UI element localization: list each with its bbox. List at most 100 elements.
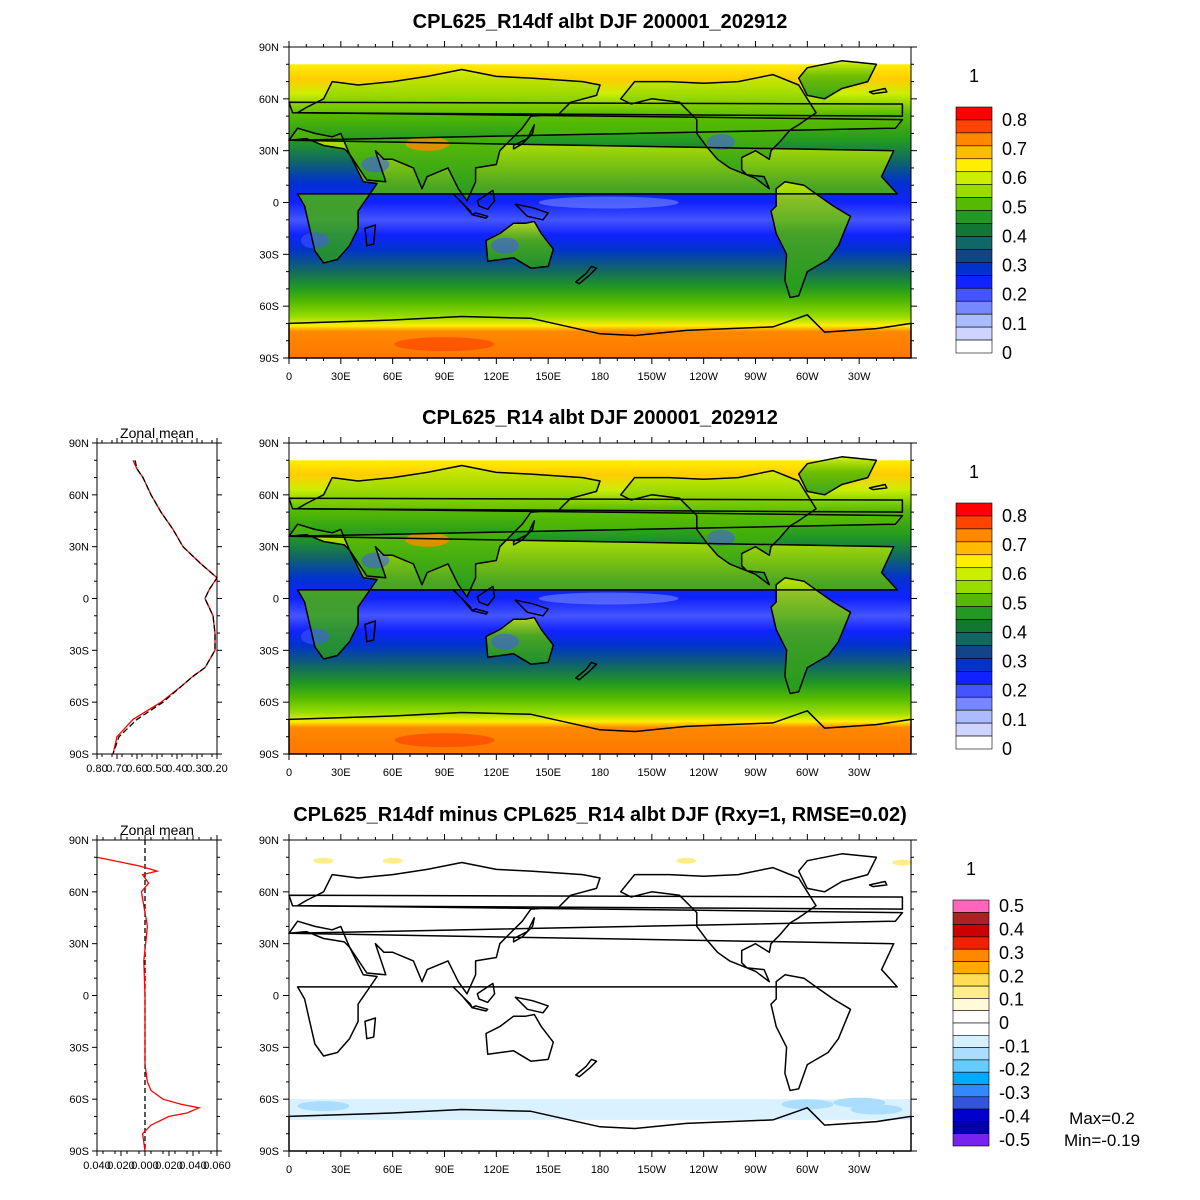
lat-tick-label: 30N <box>259 939 279 951</box>
lon-tick-label: 30W <box>848 371 871 383</box>
lon-tick-label: 150W <box>637 767 666 779</box>
colorbar-label: 0.1 <box>1002 710 1027 730</box>
desert-low-albedo <box>361 156 390 173</box>
colorbar-label: 0.5 <box>1002 197 1027 217</box>
southern-ocean-negative-band <box>289 1099 911 1120</box>
positive-patch <box>676 857 697 864</box>
colorbar-label: -0.3 <box>999 1083 1030 1103</box>
lon-tick-label: 60W <box>796 1164 819 1176</box>
chart-title-1: CPL625_R14df albt DJF 200001_202912 <box>413 11 788 33</box>
lon-tick-label: 120E <box>483 767 509 779</box>
colorbar-box <box>952 1121 990 1135</box>
zonal-x-label: 0.70 <box>106 763 127 775</box>
zonal-y-label: 90N <box>69 438 89 450</box>
lon-tick-label: 0 <box>286 371 292 383</box>
lon-tick-label: 30W <box>848 1164 871 1176</box>
coastline <box>364 1017 377 1040</box>
colorbar-box <box>955 683 993 698</box>
coastline <box>512 917 536 943</box>
colorbar-box <box>955 275 993 289</box>
lon-tick-label: 150W <box>637 371 666 383</box>
desert-low-albedo <box>490 237 519 254</box>
coastline <box>485 616 555 665</box>
colorbar-box <box>952 1047 990 1061</box>
positive-patch <box>382 857 403 864</box>
colorbar-box <box>955 541 993 556</box>
coastline <box>476 189 496 211</box>
zonal-x-label: 0.40 <box>166 763 187 775</box>
colorbar-box <box>955 671 993 685</box>
coastline <box>512 520 536 546</box>
coastline <box>364 224 377 247</box>
lat-tick-label: 60N <box>259 94 279 106</box>
zonal-mean-title: Zonal mean <box>120 822 194 838</box>
colorbar-box <box>952 1108 990 1122</box>
colorbar-box <box>955 528 993 543</box>
colorbar-box <box>955 709 993 724</box>
colorbar-box <box>955 606 993 620</box>
lon-tick-label: 30W <box>848 767 871 779</box>
coastline <box>485 220 555 269</box>
zonal-frame <box>96 442 218 755</box>
coastline <box>288 464 904 598</box>
zonal-y-label: 60N <box>69 887 89 899</box>
zonal-x-label: 0.040 <box>83 1160 111 1172</box>
colorbar-box <box>955 236 993 250</box>
colorbar-box <box>955 262 993 276</box>
map-frame <box>288 442 912 755</box>
lat-tick-label: 30S <box>259 1042 279 1054</box>
colorbar-box <box>952 948 990 962</box>
map-frame <box>288 839 912 1152</box>
colorbar-box <box>952 924 990 938</box>
colorbar-label: 0 <box>1002 343 1012 363</box>
colorbar-box <box>955 249 993 263</box>
lon-tick-label: 60W <box>796 767 819 779</box>
zonal-y-label: 60S <box>69 697 89 709</box>
colorbar-box <box>955 145 993 160</box>
coastline <box>512 124 536 150</box>
lon-tick-label: 180 <box>591 767 609 779</box>
lon-tick-label: 150E <box>535 767 561 779</box>
land-albedo <box>771 181 851 298</box>
lat-tick-label: 0 <box>273 594 279 606</box>
lat-tick-label: 30N <box>259 146 279 158</box>
lon-tick-label: 120W <box>689 371 718 383</box>
lon-tick-label: 60E <box>383 371 403 383</box>
zonal-x-label: 0.80 <box>86 763 107 775</box>
lat-tick-label: 60S <box>259 697 279 709</box>
coastline <box>770 577 852 695</box>
colorbar-label: 0 <box>1002 739 1012 759</box>
lon-tick-label: 180 <box>591 371 609 383</box>
lon-tick-label: 60W <box>796 371 819 383</box>
land-albedo <box>798 456 877 495</box>
colorbar-box <box>955 119 993 134</box>
coastline <box>797 853 878 893</box>
zonal-y-label: 60S <box>69 1094 89 1106</box>
lat-tick-label: 30S <box>259 645 279 657</box>
albedo-field-2 <box>289 456 911 754</box>
coastline <box>476 982 496 1004</box>
zonal-mean-series-1 <box>96 856 202 1152</box>
colorbar-box <box>952 1096 990 1110</box>
lon-tick-label: 60E <box>383 1164 403 1176</box>
coastline <box>575 1058 598 1078</box>
colorbar-box <box>952 973 990 987</box>
zonal-y-label: 60N <box>69 490 89 502</box>
negative-patch <box>850 1104 903 1115</box>
desert-low-albedo <box>706 530 735 547</box>
colorbar-box <box>952 998 990 1012</box>
colorbar-label: 0.8 <box>1002 110 1027 130</box>
colorbar-box <box>952 961 990 975</box>
colorbar-units: 1 <box>969 462 979 482</box>
colorbar-box <box>955 619 993 633</box>
colorbar-box <box>955 287 993 302</box>
zonal-x-label: 0.040 <box>179 1160 207 1172</box>
lon-tick-label: 150E <box>535 371 561 383</box>
colorbar-box <box>955 339 993 354</box>
lon-tick-label: 120W <box>689 767 718 779</box>
land-albedo <box>486 617 554 665</box>
coastline <box>471 608 489 615</box>
colorbar-label: 0.1 <box>999 990 1024 1010</box>
lon-tick-label: 30E <box>331 371 351 383</box>
